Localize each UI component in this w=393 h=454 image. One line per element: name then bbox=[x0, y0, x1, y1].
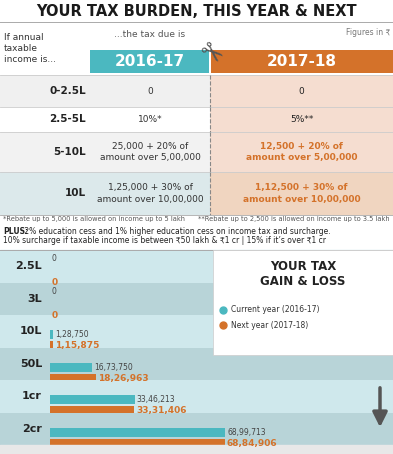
Text: 68,84,906: 68,84,906 bbox=[227, 439, 277, 448]
Text: 1cr: 1cr bbox=[22, 391, 42, 401]
Text: 5%**: 5%** bbox=[290, 115, 313, 124]
Text: 1,12,500 + 30% of
amount over 10,00,000: 1,12,500 + 30% of amount over 10,00,000 bbox=[243, 183, 360, 203]
Text: Current year (2016-17): Current year (2016-17) bbox=[231, 306, 320, 315]
Bar bbox=[50, 330, 53, 339]
Text: 1,28,750: 1,28,750 bbox=[55, 330, 89, 339]
Bar bbox=[50, 374, 96, 383]
Bar bbox=[0, 107, 210, 132]
Text: 0: 0 bbox=[52, 311, 58, 320]
Text: 10% surcharge if taxable income is between ₹50 lakh & ₹1 cr | 15% if it’s over ₹: 10% surcharge if taxable income is betwe… bbox=[3, 236, 326, 245]
Text: 10%*: 10%* bbox=[138, 115, 162, 124]
Bar bbox=[50, 428, 225, 437]
Text: ✂: ✂ bbox=[192, 36, 228, 72]
Text: If annual
taxable
income is...: If annual taxable income is... bbox=[4, 33, 56, 64]
Text: 16,73,750: 16,73,750 bbox=[94, 363, 133, 372]
Text: 68,99,713: 68,99,713 bbox=[227, 428, 266, 437]
Bar bbox=[0, 380, 393, 413]
Bar bbox=[50, 439, 225, 448]
Text: Figures in ₹: Figures in ₹ bbox=[345, 28, 390, 37]
Text: 33,46,213: 33,46,213 bbox=[137, 395, 176, 404]
Bar bbox=[50, 341, 53, 350]
Text: 2.5-5L: 2.5-5L bbox=[50, 114, 86, 124]
Text: 2016-17: 2016-17 bbox=[114, 54, 185, 69]
Text: 3L: 3L bbox=[28, 294, 42, 304]
Bar bbox=[50, 363, 92, 372]
Text: Current year (2016-17): Current year (2016-17) bbox=[231, 306, 320, 315]
Text: 5-10L: 5-10L bbox=[53, 147, 86, 157]
Text: 0: 0 bbox=[52, 254, 57, 263]
Bar bbox=[90, 50, 209, 73]
Bar bbox=[213, 250, 393, 355]
Bar bbox=[0, 132, 210, 172]
Bar bbox=[0, 315, 393, 347]
Text: 0: 0 bbox=[52, 287, 57, 296]
Bar bbox=[50, 395, 135, 405]
Text: 0-2.5L: 0-2.5L bbox=[50, 86, 86, 96]
Bar bbox=[210, 107, 393, 132]
Text: 25,000 + 20% of
amount over 5,00,000: 25,000 + 20% of amount over 5,00,000 bbox=[99, 142, 200, 162]
Bar bbox=[0, 250, 393, 282]
Text: 10L: 10L bbox=[20, 326, 42, 336]
Bar bbox=[0, 282, 393, 315]
Bar bbox=[213, 250, 393, 355]
Text: 50L: 50L bbox=[20, 359, 42, 369]
Text: Next year (2017-18): Next year (2017-18) bbox=[231, 321, 308, 330]
Text: 2017-18: 2017-18 bbox=[267, 54, 337, 69]
Text: 2cr: 2cr bbox=[22, 424, 42, 434]
Text: 2.5L: 2.5L bbox=[15, 261, 42, 271]
Bar bbox=[210, 75, 393, 107]
Text: YOUR TAX
GAIN & LOSS: YOUR TAX GAIN & LOSS bbox=[260, 260, 346, 288]
Text: YOUR TAX BURDEN, THIS YEAR & NEXT: YOUR TAX BURDEN, THIS YEAR & NEXT bbox=[36, 4, 356, 19]
Bar bbox=[211, 50, 393, 73]
Text: 1,25,000 + 30% of
amount over 10,00,000: 1,25,000 + 30% of amount over 10,00,000 bbox=[97, 183, 203, 203]
Bar bbox=[0, 172, 210, 215]
Bar bbox=[0, 413, 393, 445]
Bar bbox=[0, 347, 393, 380]
Text: Next year (2017-18): Next year (2017-18) bbox=[231, 321, 308, 330]
Text: PLUS:: PLUS: bbox=[3, 227, 28, 236]
Text: *Rebate up to 5,000 is allowed on income up to 5 lakh: *Rebate up to 5,000 is allowed on income… bbox=[3, 216, 185, 222]
Text: 0: 0 bbox=[299, 87, 304, 95]
Text: 10L: 10L bbox=[65, 188, 86, 198]
Text: 18,26,963: 18,26,963 bbox=[98, 374, 149, 383]
Text: 0: 0 bbox=[147, 87, 153, 95]
Text: ...the tax due is: ...the tax due is bbox=[114, 30, 185, 39]
Text: 0: 0 bbox=[52, 278, 58, 287]
Bar bbox=[0, 75, 210, 107]
Bar bbox=[50, 406, 134, 415]
Text: 12,500 + 20% of
amount over 5,00,000: 12,500 + 20% of amount over 5,00,000 bbox=[246, 142, 357, 162]
Bar bbox=[210, 132, 393, 172]
Text: 2% education cess and 1% higher education cess on income tax and surcharge.: 2% education cess and 1% higher educatio… bbox=[22, 227, 331, 236]
Text: 33,31,406: 33,31,406 bbox=[136, 406, 187, 415]
Text: **Rebate up to 2,500 is allowed on income up to 3.5 lakh: **Rebate up to 2,500 is allowed on incom… bbox=[198, 216, 389, 222]
Text: 1,15,875: 1,15,875 bbox=[55, 341, 99, 350]
Bar bbox=[210, 172, 393, 215]
Text: YOUR TAX
GAIN & LOSS: YOUR TAX GAIN & LOSS bbox=[260, 260, 346, 288]
